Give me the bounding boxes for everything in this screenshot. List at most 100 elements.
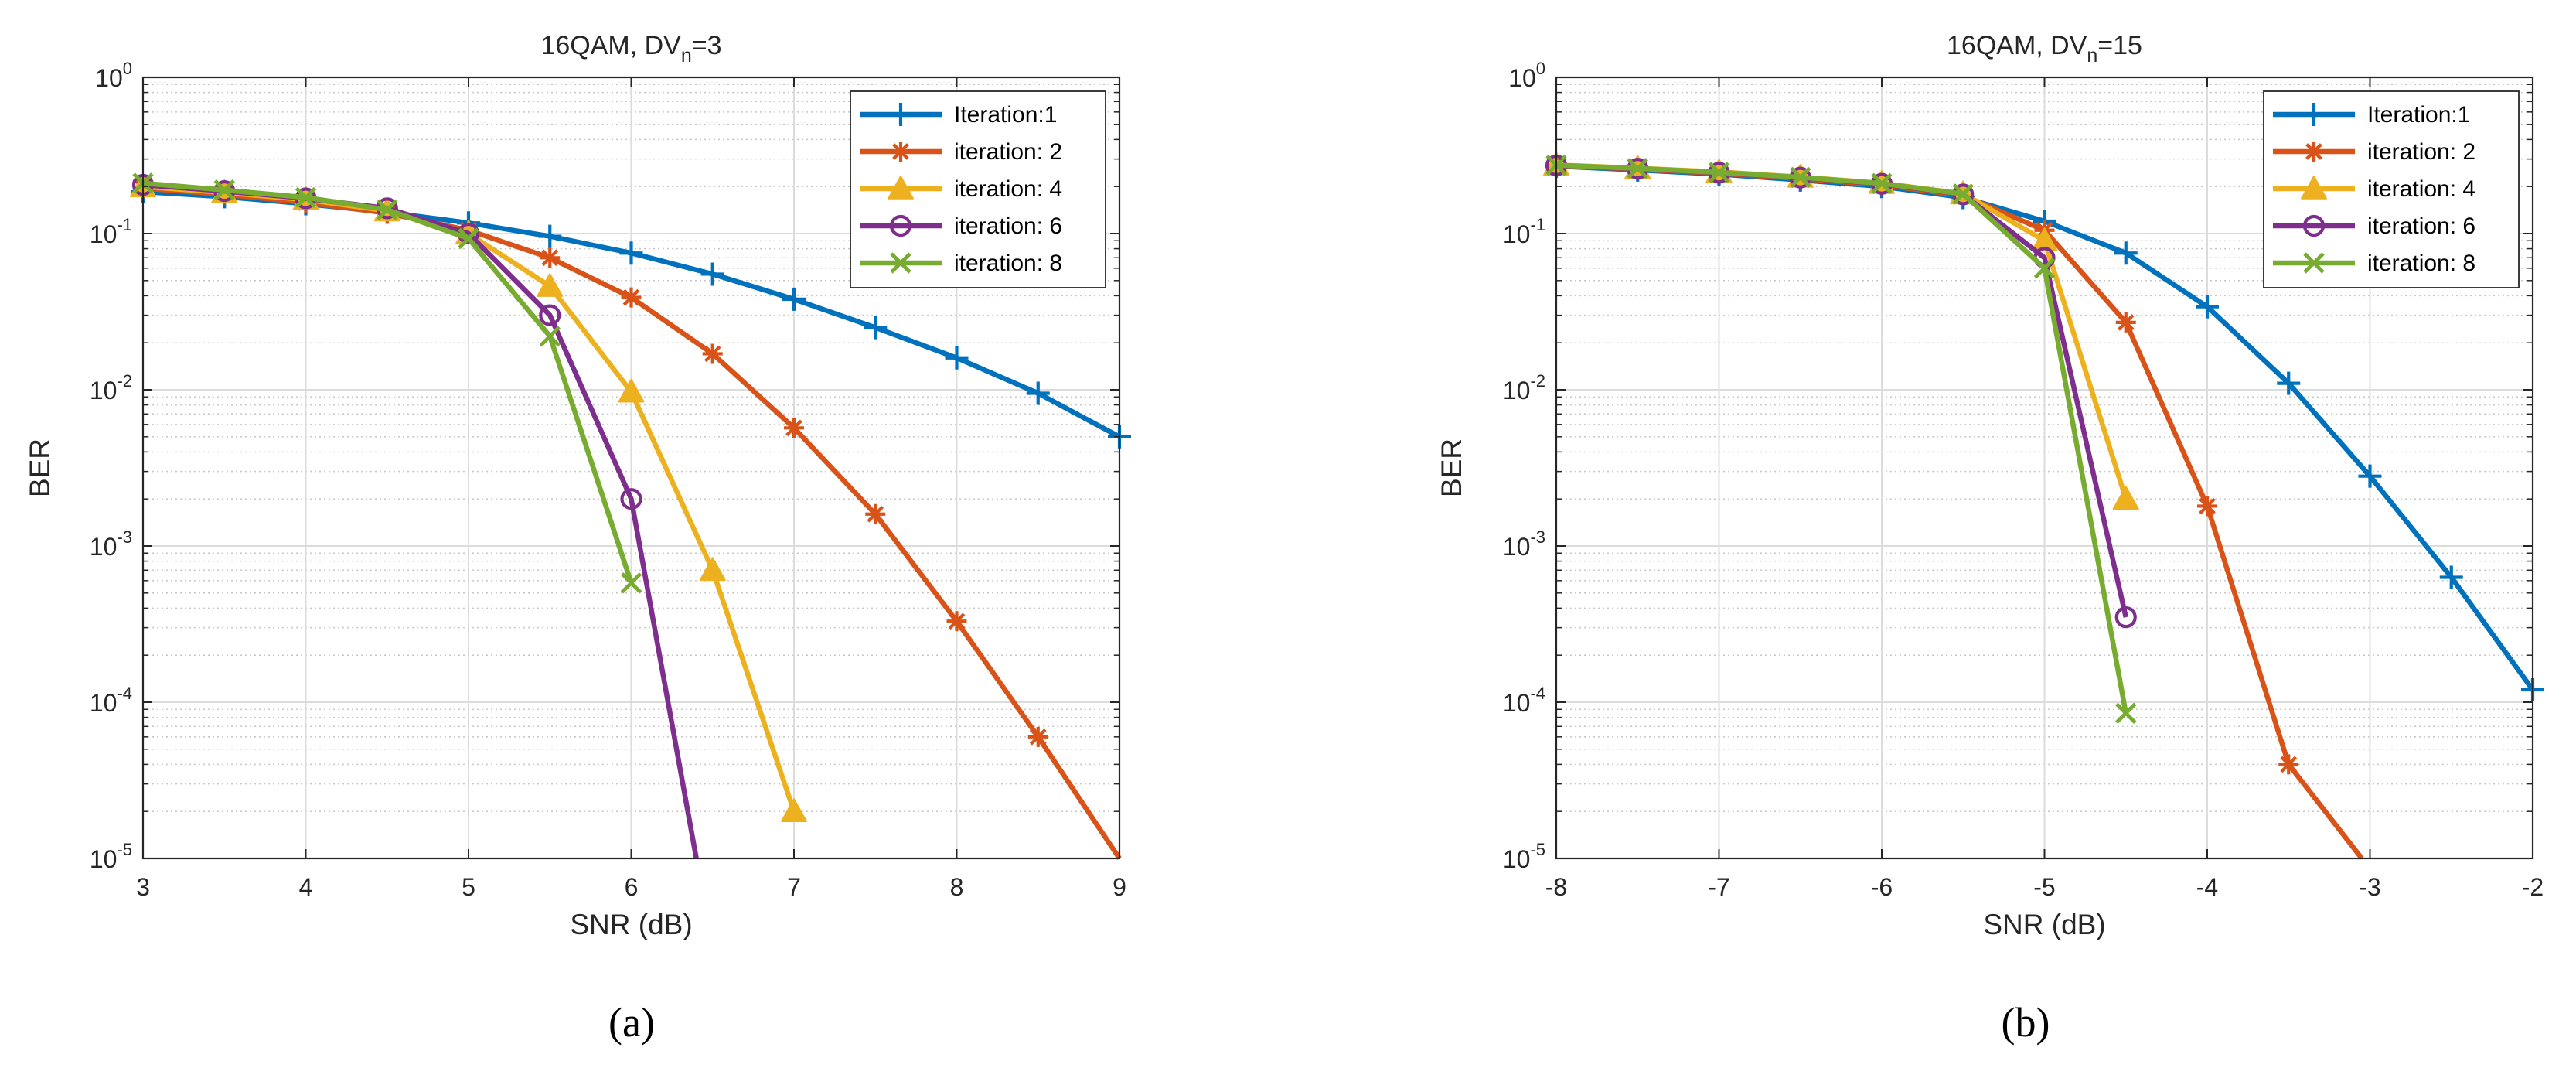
series-3-point-8 [2112, 486, 2139, 510]
y-axis-label: BER [24, 438, 56, 497]
legend-marker-1 [2302, 103, 2326, 126]
legend-label-2: iteration: 2 [2367, 139, 2475, 165]
legend-label-1: Iteration:1 [954, 102, 1057, 128]
x-tick-label: -3 [2359, 873, 2380, 901]
y-tick-label: 10-1 [90, 215, 132, 248]
series-2-point-9 [784, 418, 804, 438]
x-tick-label: 6 [625, 873, 639, 901]
legend-item-2: iteration: 2 [2273, 139, 2475, 165]
series-2-point-6 [540, 247, 561, 268]
legend-marker-4 [889, 214, 912, 237]
legend-label-3: iteration: 4 [954, 176, 1062, 202]
series-1-point-8 [2114, 241, 2138, 265]
y-tick-label: 10-2 [90, 371, 132, 404]
y-tick-label: 100 [95, 59, 132, 92]
series-2-point-10 [865, 503, 886, 524]
y-tick-label: 100 [1508, 59, 1545, 92]
legend-label-5: iteration: 8 [954, 251, 1062, 276]
legend-marker-5 [890, 252, 911, 274]
legend: Iteration:1 iteration: 2 iteration: 4 itera… [850, 90, 1106, 288]
legend-label-4: iteration: 6 [2367, 213, 2475, 239]
x-tick-label: -2 [2522, 873, 2544, 901]
series-5-point-7 [620, 572, 642, 594]
series-1-point-6 [538, 224, 562, 248]
legend-item-3: iteration: 4 [2273, 176, 2475, 202]
y-tick-label: 10-5 [1503, 840, 1545, 873]
series-2-point-7 [621, 287, 642, 308]
x-tick-label: 3 [136, 873, 150, 901]
legend-marker-5 [2303, 252, 2325, 274]
legend-label-1: Iteration:1 [2367, 102, 2470, 128]
series-3-point-8 [699, 557, 726, 582]
chart-title: 16QAM, DVn=15 [1947, 31, 2142, 67]
x-axis: 3 4 5 6 7 8 9 [136, 77, 1126, 901]
series-1-point-12 [1026, 381, 1050, 405]
legend-marker-2 [2304, 142, 2324, 162]
series-1-point-9 [782, 287, 806, 311]
x-tick-label: -5 [2033, 873, 2055, 901]
x-axis: -8 -7 -6 -5 -4 -3 -2 [1545, 77, 2544, 901]
x-tick-label: -6 [1871, 873, 1893, 901]
series-2-point-11 [946, 611, 967, 632]
legend-item-3: iteration: 4 [860, 176, 1062, 202]
chart-panel-b: -8 -7 -6 -5 -4 -3 -2 100 10-1 10-2 10-3 10-4 10-5 16Q… [1436, 31, 2544, 1046]
chart-panel-a: 3 4 5 6 7 8 9 100 10-1 10-2 10-3 10-4 10-5 16QAM, DVn… [24, 31, 1131, 1046]
series-5-point-7 [2033, 258, 2056, 279]
series-5-point-4 [1790, 166, 1811, 189]
series-1-point-7 [619, 241, 643, 265]
x-tick-label: -4 [2196, 873, 2218, 901]
series-5-point-6 [1952, 183, 1974, 205]
y-tick-label: 10-5 [90, 840, 132, 873]
y-tick-label: 10-3 [90, 527, 132, 561]
x-tick-label: 5 [462, 873, 475, 901]
series-5 [132, 172, 642, 594]
legend-item-4: iteration: 6 [2273, 213, 2475, 239]
legend-marker-4 [2302, 214, 2326, 237]
caption-b: (b) [2002, 999, 2050, 1046]
legend-item-1: Iteration:1 [2273, 102, 2470, 128]
legend-marker-3 [2301, 176, 2327, 200]
legend-item-4: iteration: 6 [860, 213, 1062, 239]
legend-item-1: Iteration:1 [860, 102, 1057, 128]
series-5-point-2 [1627, 158, 1648, 179]
series-1-point-9 [2196, 295, 2219, 319]
caption-a: (a) [608, 999, 655, 1046]
series-4-point-6 [539, 304, 561, 326]
series-3-point-9 [781, 798, 807, 822]
series-4-point-7 [620, 488, 642, 510]
series-3-point-6 [537, 273, 564, 297]
legend-marker-2 [891, 142, 911, 162]
legend-item-5: iteration: 8 [860, 251, 1062, 276]
series-3-point-7 [2031, 227, 2058, 252]
y-axis: 100 10-1 10-2 10-3 10-4 10-5 [90, 59, 1119, 873]
y-tick-label: 10-2 [1503, 371, 1545, 404]
series-1-point-10 [864, 316, 888, 340]
series-5-point-3 [295, 186, 317, 209]
x-axis-label: SNR (dB) [570, 909, 692, 940]
series-1-point-10 [2277, 371, 2301, 395]
y-axis-label: BER [1436, 438, 1467, 497]
legend-label-2: iteration: 2 [954, 139, 1062, 165]
series-5-point-4 [377, 199, 398, 220]
series-1-point-11 [945, 346, 969, 370]
series-4-point-8 [2114, 606, 2137, 629]
legend-label-5: iteration: 8 [2367, 251, 2475, 276]
legend-label-4: iteration: 6 [954, 213, 1062, 239]
legend-marker-1 [889, 103, 912, 126]
y-tick-label: 10-3 [1503, 527, 1545, 561]
series-2-point-12 [1027, 726, 1048, 747]
series-5-point-5 [1871, 172, 1893, 195]
series-5-point-2 [213, 179, 235, 201]
y-tick-label: 10-4 [90, 684, 132, 717]
series-1-point-11 [2358, 464, 2382, 488]
legend: Iteration:1 iteration: 2 iteration: 4 itera… [2263, 90, 2520, 288]
series-5-point-8 [2115, 702, 2137, 724]
x-axis-label: SNR (dB) [1983, 909, 2105, 940]
series-1-point-8 [700, 262, 724, 286]
series-5-point-3 [1708, 162, 1730, 183]
legend-label-3: iteration: 4 [2367, 176, 2475, 202]
y-axis: 100 10-1 10-2 10-3 10-4 10-5 [1503, 59, 2533, 873]
x-tick-label: 9 [1113, 873, 1126, 901]
series-5-point-5 [458, 227, 479, 250]
